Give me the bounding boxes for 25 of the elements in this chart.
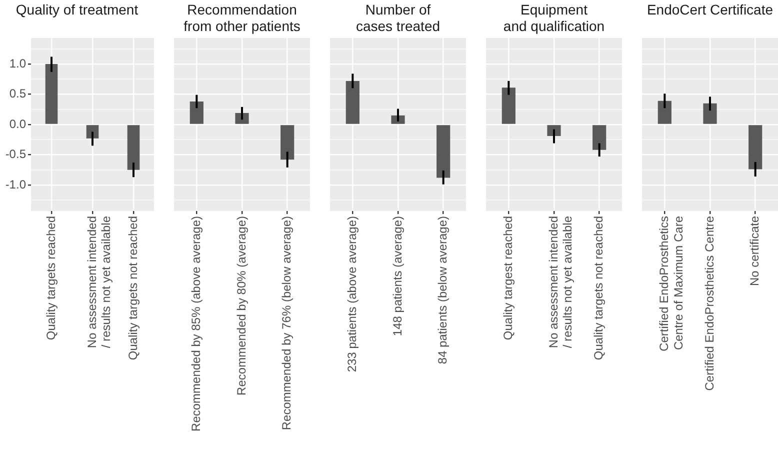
x-tick-label: Quality targets reached <box>44 216 58 340</box>
chart-title: Quality of treatment <box>16 1 138 18</box>
x-tick-label: Recommended by 85% (above average) <box>188 216 203 432</box>
x-tick-label: Recommended by 76% (below average) <box>280 216 294 430</box>
x-tick-label: 233 patients (above average) <box>344 216 359 372</box>
chart-title: Number of cases treated <box>356 1 440 34</box>
x-tick-label: Certified EndoProsthetics Centre of Maximum Care <box>656 216 686 352</box>
x-tick-label: 84 patients (below average) <box>436 216 450 364</box>
y-tick-label: -0.5 <box>5 147 26 162</box>
x-tick-label: Quality targets not reached <box>126 216 140 360</box>
x-tick-label: No assessment intended / results not yet available <box>84 216 114 348</box>
x-tick-label: 148 patients (average) <box>390 216 404 336</box>
y-tick-label: 0.0 <box>9 116 26 131</box>
x-tick-label: Quality targest reached <box>500 216 515 340</box>
x-tick-label: No certificate <box>748 216 762 286</box>
x-tick-label: Certified EndoProsthetics Centre <box>702 216 716 391</box>
chart-title: EndoCert Certificate <box>646 1 774 18</box>
x-tick-label: Quality targets not reached <box>592 216 606 360</box>
x-tick-label: No assessment intended / results not yet available <box>546 216 575 348</box>
x-tick-label: Recommended by 80% (average) <box>234 216 248 396</box>
y-tick-label: 0.5 <box>9 86 26 101</box>
chart-title: Equipment and qualification <box>503 1 605 34</box>
y-tick-label: 1.0 <box>9 56 26 70</box>
chart-title: Recommendation from other patients <box>184 1 300 34</box>
y-tick-label: -1.0 <box>5 177 26 192</box>
